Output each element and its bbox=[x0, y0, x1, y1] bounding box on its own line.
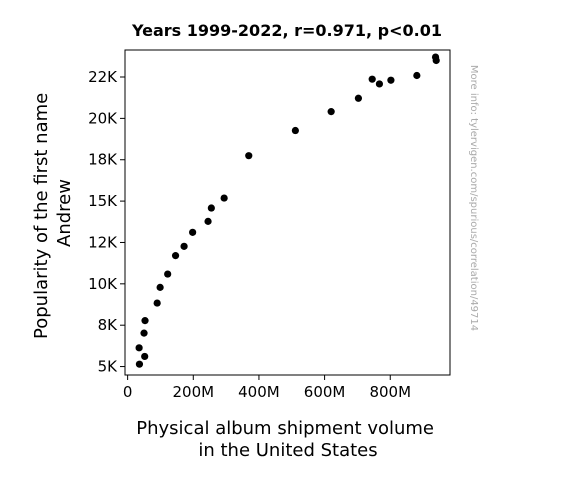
data-point bbox=[189, 228, 197, 236]
data-points bbox=[135, 53, 440, 368]
y-tick-label: 8K bbox=[98, 316, 119, 334]
x-tick-label: 200M bbox=[172, 383, 214, 401]
x-axis-label-line-1: Physical album shipment volume bbox=[136, 418, 434, 439]
data-point bbox=[140, 329, 148, 337]
data-point bbox=[204, 217, 212, 225]
data-point bbox=[207, 204, 215, 212]
data-point bbox=[245, 152, 253, 160]
data-point bbox=[291, 126, 299, 135]
data-point bbox=[413, 71, 421, 80]
data-point bbox=[171, 252, 180, 260]
data-point bbox=[368, 75, 376, 83]
x-tick-label: 600M bbox=[304, 383, 346, 401]
data-point bbox=[220, 194, 228, 202]
y-tick-label: 20K bbox=[88, 109, 118, 127]
data-point bbox=[135, 344, 143, 352]
data-point bbox=[354, 94, 363, 102]
x-axis: 0 200M 400M 600M 800M bbox=[123, 375, 411, 401]
y-axis-label-line-2: Andrew bbox=[54, 179, 75, 247]
data-point bbox=[135, 360, 144, 368]
x-axis-label: Physical album shipment volume in the Un… bbox=[136, 418, 440, 461]
y-axis-label-line-1: Popularity of the first name bbox=[31, 93, 52, 339]
data-point bbox=[375, 80, 384, 88]
y-tick-label: 15K bbox=[88, 192, 118, 210]
plot-frame bbox=[124, 49, 451, 376]
x-axis-label-line-2: in the United States bbox=[198, 440, 377, 461]
data-point bbox=[180, 242, 188, 250]
y-tick-label: 22K bbox=[88, 68, 118, 86]
chart-title: Years 1999-2022, r=0.971, p<0.01 bbox=[131, 21, 442, 40]
data-point bbox=[156, 283, 164, 291]
watermark: More info: tylervigen.com/spurious/corre… bbox=[468, 65, 479, 331]
x-tick-label: 0 bbox=[123, 383, 133, 401]
data-point bbox=[432, 56, 440, 65]
data-point bbox=[141, 317, 149, 325]
x-tick-label: 800M bbox=[369, 383, 411, 401]
data-point bbox=[387, 76, 395, 84]
data-point bbox=[164, 270, 172, 278]
data-point bbox=[141, 352, 149, 361]
y-tick-label: 5K bbox=[98, 358, 119, 376]
x-tick-label: 400M bbox=[238, 383, 280, 401]
y-tick-label: 18K bbox=[88, 151, 118, 169]
y-tick-label: 12K bbox=[88, 233, 118, 251]
data-point bbox=[153, 299, 161, 307]
y-axis: 5K 8K 10K 12K 15K 18K 20K 22K bbox=[88, 68, 125, 376]
y-tick-label: 10K bbox=[88, 275, 118, 293]
data-point bbox=[327, 108, 335, 116]
y-axis-label: Popularity of the first name Andrew bbox=[31, 87, 75, 339]
